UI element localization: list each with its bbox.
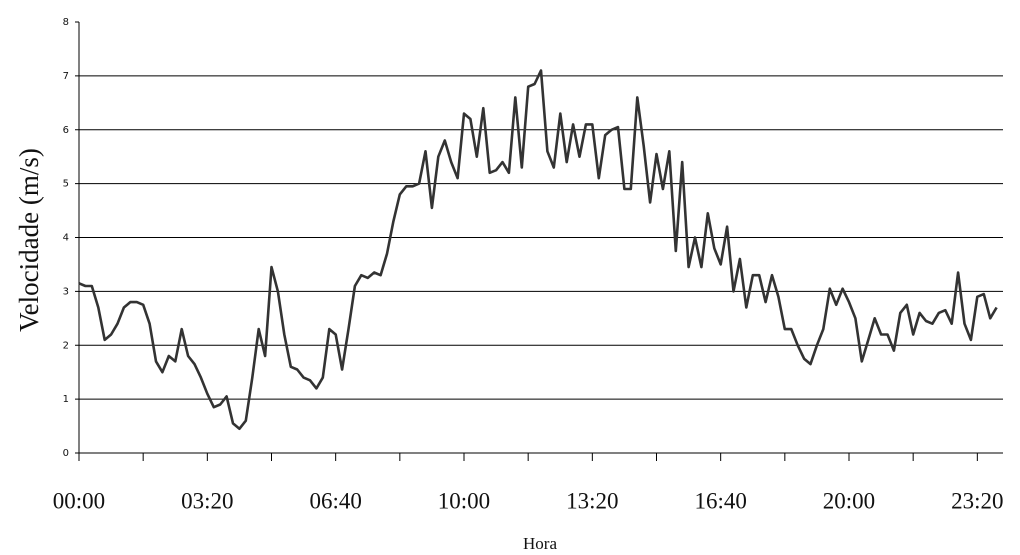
y-tick-label: 2 xyxy=(63,340,69,351)
x-tick-label: 10:00 xyxy=(438,488,490,513)
x-tick-label: 20:00 xyxy=(823,488,875,513)
y-tick-label: 7 xyxy=(63,71,69,82)
y-tick-label: 1 xyxy=(63,394,69,405)
y-tick-label: 3 xyxy=(63,286,69,297)
y-tick-label: 5 xyxy=(63,179,69,190)
x-tick-label: 13:20 xyxy=(566,488,618,513)
x-tick-label: 16:40 xyxy=(694,488,746,513)
y-tick-label: 0 xyxy=(63,448,69,459)
x-axis-label: Hora xyxy=(523,534,557,553)
y-axis-label: Velocidade (m/s) xyxy=(14,148,44,332)
y-tick-label: 6 xyxy=(63,125,69,136)
line xyxy=(78,69,998,431)
x-tick-label: 00:00 xyxy=(53,488,105,513)
x-tick-label: 03:20 xyxy=(181,488,233,513)
x-tick-label: 23:20 xyxy=(951,488,1003,513)
x-tick-label: 06:40 xyxy=(309,488,361,513)
y-tick-label: 4 xyxy=(63,233,69,244)
y-tick-label: 8 xyxy=(63,17,69,28)
